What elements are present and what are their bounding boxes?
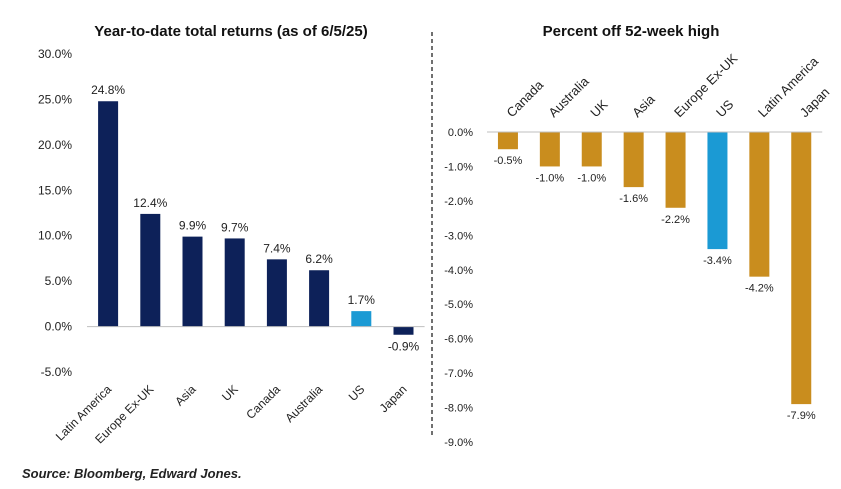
right-y-tick-label: -9.0% — [444, 437, 473, 449]
left-data-label: -0.9% — [388, 340, 420, 354]
left-y-tick-label: 0.0% — [45, 320, 73, 334]
left-data-label: 9.7% — [221, 220, 249, 234]
left-y-tick-label: 15.0% — [38, 183, 72, 197]
right-category-label: Canada — [503, 77, 546, 120]
right-data-label: -1.0% — [535, 172, 564, 184]
right-data-label: -2.2% — [661, 214, 690, 226]
left-y-tick-label: 30.0% — [38, 47, 72, 61]
right-chart-title: Percent off 52-week high — [543, 23, 720, 40]
right-y-tick-label: -8.0% — [444, 403, 473, 415]
right-data-label: -4.2% — [745, 283, 774, 295]
right-data-label: -0.5% — [494, 155, 523, 167]
right-data-label: -3.4% — [703, 255, 732, 267]
right-bar-us — [707, 132, 728, 250]
right-bar-europe-ex-uk — [665, 132, 686, 208]
right-bar-japan — [791, 132, 812, 405]
left-data-label: 6.2% — [305, 252, 333, 266]
right-bar-canada — [497, 132, 518, 150]
right-y-tick-label: -5.0% — [444, 299, 473, 311]
left-data-label: 7.4% — [263, 241, 291, 255]
right-category-label: UK — [587, 97, 611, 121]
left-bar-japan — [393, 326, 414, 335]
left-y-tick-label: 5.0% — [45, 274, 73, 288]
left-category-label: UK — [219, 382, 241, 404]
left-category-label: Canada — [243, 382, 283, 422]
right-bar-australia — [539, 132, 560, 167]
right-category-label: Japan — [797, 84, 833, 120]
right-bar-asia — [623, 132, 644, 188]
left-bar-latin-america — [98, 101, 119, 327]
left-y-tick-label: 20.0% — [38, 138, 72, 152]
right-y-tick-label: -7.0% — [444, 368, 473, 380]
off-52-week-high-chart: Percent off 52-week high 0.0% -1.0% -2.0% -… — [444, 23, 832, 449]
right-data-label: -1.0% — [577, 172, 606, 184]
left-category-label: US — [346, 382, 368, 404]
left-data-label: 24.8% — [91, 83, 125, 97]
left-bar-canada — [266, 259, 287, 327]
left-data-label: 1.7% — [348, 293, 376, 307]
left-data-label: 9.9% — [179, 219, 207, 233]
left-data-labels: 24.8% 12.4% 9.9% 9.7% 7.4% 6.2% 1.7% -0.9% — [91, 83, 419, 354]
right-bar-latin-america — [749, 132, 770, 277]
right-y-tick-label: 0.0% — [448, 127, 473, 139]
left-y-axis-ticks: 30.0% 25.0% 20.0% 15.0% 10.0% 5.0% 0.0% -5.0% — [38, 47, 72, 379]
right-bar-uk — [581, 132, 602, 167]
right-y-tick-label: -2.0% — [444, 196, 473, 208]
ytd-returns-chart: Year-to-date total returns (as of 6/5/25… — [38, 23, 425, 446]
left-data-label: 12.4% — [133, 196, 167, 210]
right-data-label: -1.6% — [619, 193, 648, 205]
right-y-axis-ticks: 0.0% -1.0% -2.0% -3.0% -4.0% -5.0% -6.0% -7.0% -… — [444, 127, 473, 449]
right-y-tick-label: -1.0% — [444, 161, 473, 173]
left-bar-uk — [224, 238, 245, 327]
right-category-label: Asia — [629, 91, 658, 120]
left-chart-title: Year-to-date total returns (as of 6/5/25… — [94, 23, 367, 40]
right-data-labels: -0.5% -1.0% -1.0% -1.6% -2.2% -3.4% -4.2% -7.9% — [494, 155, 816, 422]
right-category-label: US — [713, 97, 737, 121]
left-y-tick-label: 25.0% — [38, 92, 72, 106]
right-y-tick-label: -3.0% — [444, 230, 473, 242]
left-category-label: Australia — [282, 382, 325, 425]
right-y-tick-label: -6.0% — [444, 334, 473, 346]
right-bars — [497, 132, 812, 405]
left-y-tick-label: -5.0% — [41, 365, 73, 379]
left-bars — [98, 101, 414, 335]
right-data-label: -7.9% — [787, 410, 816, 422]
left-category-label: Asia — [172, 382, 199, 409]
right-category-label: Australia — [545, 73, 592, 120]
left-bar-australia — [309, 270, 330, 327]
right-y-tick-label: -4.0% — [444, 265, 473, 277]
left-y-tick-label: 10.0% — [38, 229, 72, 243]
left-category-label: Japan — [377, 382, 410, 415]
left-bar-us — [351, 311, 372, 327]
left-bar-europe-ex-uk — [140, 213, 161, 327]
source-note: Source: Bloomberg, Edward Jones. — [22, 466, 242, 481]
left-bar-asia — [182, 236, 203, 327]
